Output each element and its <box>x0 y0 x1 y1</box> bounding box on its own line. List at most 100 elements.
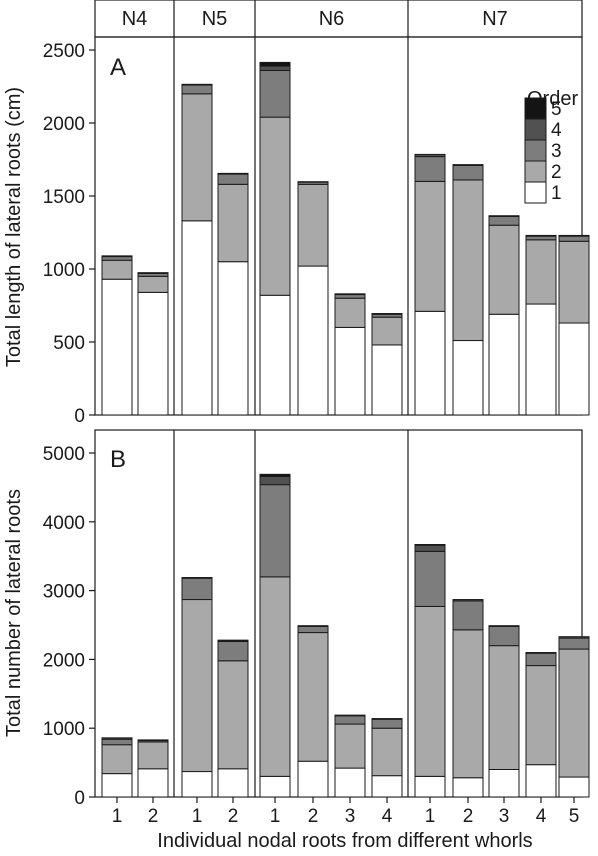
panel-b-bar-1-order-3 <box>101 738 133 746</box>
panel-a-bar-12-order-3 <box>525 235 557 241</box>
panel-a-bar-3-order-4 <box>181 83 213 86</box>
panel-b-bar-10-order-3 <box>452 600 484 631</box>
legend-swatch-order-2 <box>524 160 547 183</box>
panel-a-bar-5-order-5 <box>259 61 291 67</box>
panel-a-bar-8-order-4 <box>371 313 403 315</box>
panel-b-bar-4-order-5 <box>217 639 249 642</box>
panel-b-y-tick-label: 4000 <box>43 513 85 534</box>
panel-a-bar-5-order-4 <box>259 65 291 71</box>
panel-b-bar-2-order-1 <box>137 768 169 798</box>
legend-swatch-order-1 <box>524 181 547 204</box>
panel-b-bar-6-order-2 <box>297 632 329 762</box>
panel-b-x-axis: 1 2 1 2 1 2 3 4 1 2 3 4 5 <box>112 797 580 827</box>
panel-b-bar-9-order-1 <box>414 775 446 798</box>
panel-b-bar-13-order-3 <box>558 637 590 650</box>
x-tick-label: 2 <box>463 806 474 827</box>
panel-a-bar-5-order-3 <box>259 69 291 118</box>
panel-b-bar-1-order-4 <box>101 737 133 740</box>
x-tick-label: 2 <box>308 806 319 827</box>
panel-b-bar-2-order-2 <box>137 741 169 770</box>
panel-a-bar-5-order-2 <box>259 116 291 296</box>
panel-b-bar-3-order-3 <box>181 577 213 601</box>
panel-b-y-tick-label: 5000 <box>43 444 85 465</box>
panel-b-bar-12-order-2 <box>525 665 557 766</box>
panel-b-bar-5-order-1 <box>259 775 291 798</box>
panel-a-bar-6-order-2 <box>297 183 329 267</box>
panel-b-bar-9-order-5 <box>414 544 446 546</box>
panel-b-y-tick-label: 1000 <box>43 719 85 740</box>
panel-a-bar-1-order-3 <box>101 256 133 261</box>
panel-b-bar-8-order-2 <box>371 727 403 777</box>
panel-a-bar-3-order-2 <box>181 93 213 222</box>
x-tick-label: 5 <box>569 806 580 827</box>
group-header: N4 N5 N6 N7 <box>94 0 583 38</box>
panel-b-letter: B <box>110 446 126 473</box>
panel-b-bar-1-order-2 <box>101 744 133 775</box>
panel-b-bar-3-order-1 <box>181 771 213 798</box>
legend-swatch-order-4 <box>524 118 547 141</box>
x-axis-title: Individual nodal roots from different wh… <box>157 830 532 852</box>
panel-a-y-tick-label: 2000 <box>43 114 85 135</box>
panel-b-bar-10-order-2 <box>452 629 484 779</box>
panel-b-bar-12-order-3 <box>525 652 557 667</box>
panel-a-bar-7-order-2 <box>334 297 366 328</box>
panel-a-bar-7-order-3 <box>334 294 366 299</box>
panel-a-bar-11-order-1 <box>488 313 520 416</box>
x-tick-label: 3 <box>345 806 356 827</box>
panel-a-bar-2-order-4 <box>137 272 169 274</box>
panel-a-bar-11-order-2 <box>488 224 520 315</box>
panel-b-bar-3-order-4 <box>181 577 213 579</box>
panel-a-bar-10-order-1 <box>452 340 484 416</box>
panel-a-y-tick-label: 1000 <box>43 260 85 281</box>
panel-a-bar-4-order-3 <box>217 173 249 185</box>
group-label-n7: N7 <box>482 8 508 30</box>
panel-b-bar-5-order-4 <box>259 475 291 486</box>
panel-b-bar-13-order-4 <box>558 636 590 639</box>
panel-a-bar-13-order-3 <box>558 235 590 242</box>
panel-b-y-tick-label: 0 <box>74 788 85 809</box>
panel-a-y-tick-label: 1500 <box>43 187 85 208</box>
panel-b-bar-11-order-1 <box>488 768 520 798</box>
panel-b-bar-3-order-2 <box>181 599 213 773</box>
panel-a-bar-4-order-1 <box>217 261 249 416</box>
panel-b-bar-4-order-3 <box>217 641 249 662</box>
legend-swatch-order-5 <box>524 97 547 120</box>
panel-b-bar-12-order-1 <box>525 764 557 798</box>
panel-a-bar-11-order-4 <box>488 215 520 217</box>
panel-b-bar-8-order-4 <box>371 718 403 720</box>
panel-b-bar-9-order-3 <box>414 550 446 607</box>
panel-b-bar-1-order-1 <box>101 773 133 798</box>
panel-b-bar-9-order-4 <box>414 544 446 552</box>
panel-a-bar-7-order-4 <box>334 293 366 296</box>
group-label-n5: N5 <box>202 8 228 30</box>
panel-b-bar-8-order-1 <box>371 775 403 798</box>
x-tick-label: 2 <box>148 806 159 827</box>
group-label-n6: N6 <box>319 8 345 30</box>
panel-a-bar-10-order-2 <box>452 179 484 342</box>
legend-label-order-5: 5 <box>551 99 562 120</box>
panel-a-bar-12-order-4 <box>525 234 557 237</box>
panel-b-bar-5-order-3 <box>259 484 291 578</box>
panel-b-bar-6-order-3 <box>297 625 329 634</box>
panel-a-bar-11-order-3 <box>488 215 520 226</box>
panel-a-bar-4-order-2 <box>217 183 249 263</box>
panel-b-bar-2-order-4 <box>137 739 169 742</box>
panel-b-whorl-dividers <box>173 430 409 797</box>
x-tick-label: 1 <box>192 806 203 827</box>
x-tick-label: 4 <box>382 806 393 827</box>
panel-b-bar-11-order-4 <box>488 625 520 627</box>
panel-b-bar-4-order-2 <box>217 660 249 770</box>
legend-label-order-1: 1 <box>551 183 562 204</box>
panel-a-bar-5-order-1 <box>259 294 291 416</box>
panel-a-length: A Total length of lateral roots (cm) 050… <box>3 36 590 427</box>
panel-a-bar-12-order-1 <box>525 303 557 416</box>
panel-a-bar-9-order-3 <box>414 156 446 182</box>
panel-b-bars <box>101 473 590 798</box>
x-tick-label: 3 <box>499 806 510 827</box>
panel-a-bars <box>101 61 590 416</box>
panel-b-bar-4-order-1 <box>217 768 249 798</box>
x-tick-label: 1 <box>112 806 123 827</box>
panel-b-bar-12-order-4 <box>525 652 557 654</box>
